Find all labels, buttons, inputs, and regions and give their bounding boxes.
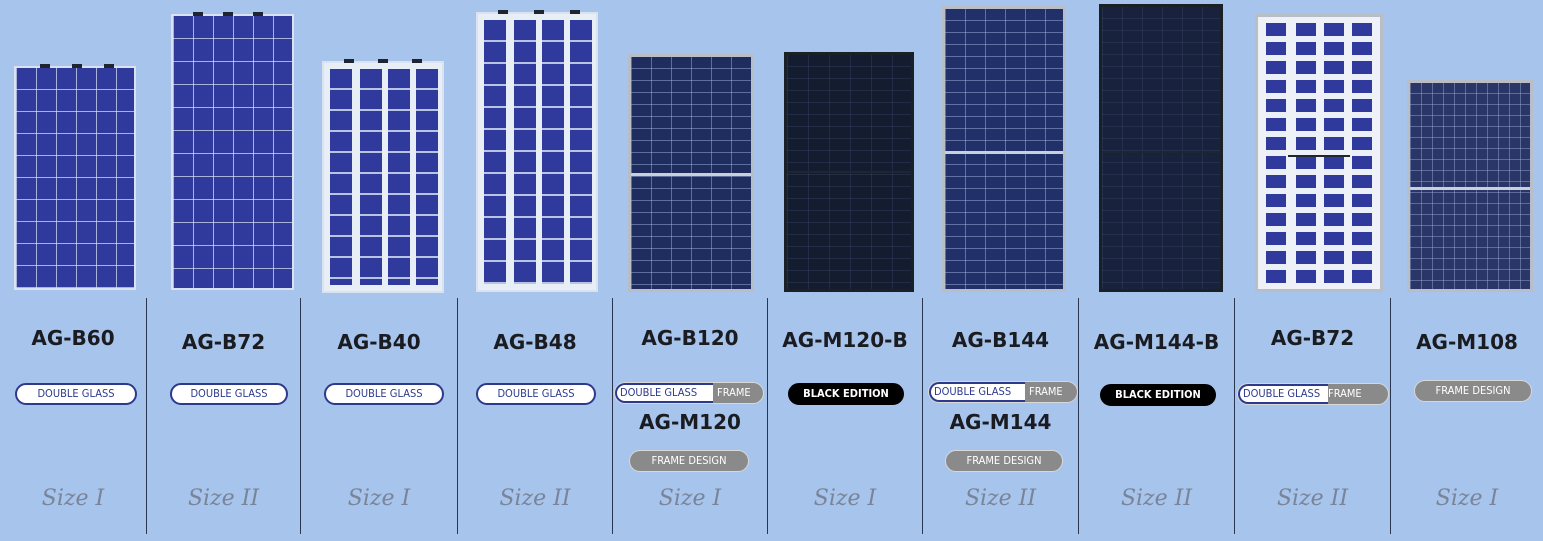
double-glass-badge: DOUBLE GLASS bbox=[476, 383, 596, 405]
model-name: AG-B48 bbox=[493, 330, 577, 354]
model-name: AG-M120-B bbox=[782, 328, 908, 352]
product-column: AG-M120-B BLACK EDITION Size I bbox=[768, 0, 922, 541]
double-glass-frame-badge: DOUBLE GLASS FRAME bbox=[614, 382, 764, 404]
black-120-panel-icon bbox=[784, 52, 914, 292]
model-name: AG-B144 bbox=[951, 328, 1050, 352]
size-label: Size I bbox=[1435, 486, 1499, 511]
product-column: AG-B48 DOUBLE GLASS Size II bbox=[458, 0, 612, 541]
column-divider bbox=[457, 298, 458, 534]
size-label: Size I bbox=[813, 486, 877, 511]
black-edition-badge: BLACK EDITION bbox=[788, 383, 904, 405]
bifacial-60-cell-panel-icon bbox=[14, 64, 136, 290]
double-glass-label: DOUBLE GLASS bbox=[615, 383, 713, 403]
bifacial-48-cell-panel-icon bbox=[476, 10, 598, 292]
black-144-panel-icon bbox=[1099, 4, 1223, 292]
bifacial-40-cell-panel-icon bbox=[322, 59, 444, 293]
model-name: AG-B72 bbox=[181, 330, 266, 354]
size-label: Size I bbox=[347, 486, 411, 511]
double-glass-label: DOUBLE GLASS bbox=[929, 382, 1025, 402]
double-glass-badge: DOUBLE GLASS bbox=[15, 383, 137, 405]
model-name: AG-M108 bbox=[1416, 330, 1518, 354]
secondary-model-name: AG-M144 bbox=[949, 410, 1052, 434]
column-divider bbox=[612, 298, 613, 534]
bifacial-72-cell-panel-icon bbox=[171, 12, 294, 290]
black-edition-badge: BLACK EDITION bbox=[1100, 384, 1216, 406]
framed-half-cell-120-panel-icon bbox=[628, 54, 754, 292]
double-glass-badge: DOUBLE GLASS bbox=[324, 383, 444, 405]
size-label: Size II bbox=[187, 486, 260, 511]
frame-design-badge: FRAME DESIGN bbox=[629, 450, 749, 472]
product-column: AG-B120 DOUBLE GLASS FRAME AG-M120 FRAME… bbox=[613, 0, 767, 541]
model-name: AG-B120 bbox=[641, 326, 739, 350]
double-glass-frame-badge: DOUBLE GLASS FRAME bbox=[1237, 383, 1389, 405]
size-label: Size II bbox=[1276, 486, 1349, 511]
double-glass-label: DOUBLE GLASS bbox=[1238, 384, 1328, 404]
product-column: AG-B60 DOUBLE GLASS Size I bbox=[0, 0, 146, 541]
column-divider bbox=[300, 298, 301, 534]
framed-half-cell-144-panel-icon bbox=[942, 6, 1066, 292]
secondary-model-name: AG-M120 bbox=[639, 410, 741, 434]
model-name: AG-M144-B bbox=[1093, 330, 1220, 354]
model-name: AG-B72 bbox=[1270, 326, 1355, 350]
product-column: AG-M144-B BLACK EDITION Size II bbox=[1079, 0, 1234, 541]
product-column: AG-B72 DOUBLE GLASS Size II bbox=[147, 0, 300, 541]
product-column: AG-B40 DOUBLE GLASS Size I bbox=[301, 0, 457, 541]
size-label: Size II bbox=[499, 486, 571, 511]
product-column: AG-M108 FRAME DESIGN Size I bbox=[1391, 0, 1543, 541]
product-column: AG-B144 DOUBLE GLASS FRAME AG-M144 FRAME… bbox=[923, 0, 1078, 541]
double-glass-badge: DOUBLE GLASS bbox=[170, 383, 288, 405]
column-divider bbox=[922, 298, 923, 534]
size-label: Size I bbox=[658, 486, 722, 511]
size-label: Size I bbox=[41, 486, 105, 511]
framed-108-panel-icon bbox=[1407, 80, 1533, 292]
product-column: AG-B72 DOUBLE GLASS FRAME Size II bbox=[1235, 0, 1390, 541]
column-divider bbox=[1390, 298, 1391, 534]
column-divider bbox=[146, 298, 147, 534]
model-name: AG-B40 bbox=[337, 330, 421, 354]
model-name: AG-B60 bbox=[31, 326, 115, 350]
frame-label: FRAME bbox=[1029, 385, 1063, 398]
column-divider bbox=[1234, 298, 1235, 534]
frame-label: FRAME bbox=[717, 386, 751, 399]
size-label: Size II bbox=[964, 486, 1037, 511]
double-glass-frame-badge: DOUBLE GLASS FRAME bbox=[928, 381, 1078, 403]
column-divider bbox=[1078, 298, 1079, 534]
frame-label: FRAME bbox=[1328, 387, 1362, 400]
size-label: Size II bbox=[1120, 486, 1193, 511]
bifacial-72-framed-panel-icon bbox=[1255, 14, 1383, 292]
frame-design-badge: FRAME DESIGN bbox=[945, 450, 1063, 472]
column-divider bbox=[767, 298, 768, 534]
frame-design-badge: FRAME DESIGN bbox=[1414, 380, 1532, 402]
